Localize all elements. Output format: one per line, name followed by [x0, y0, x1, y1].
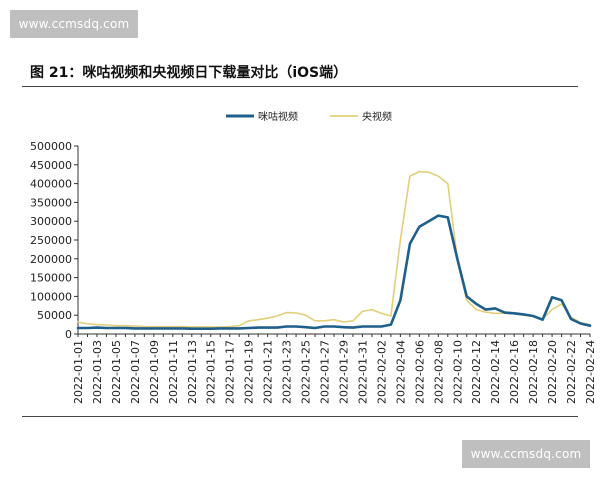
x-tick-label: 2022-02-18 [527, 340, 540, 404]
x-tick-label: 2022-02-10 [451, 340, 464, 404]
x-tick-label: 2022-02-16 [508, 340, 521, 404]
y-tick-label: 350000 [30, 196, 72, 209]
x-tick-label: 2022-02-24 [584, 340, 597, 404]
x-tick-label: 2022-02-20 [546, 340, 559, 404]
y-tick-label: 400000 [30, 178, 72, 191]
x-tick-label: 2022-01-07 [129, 340, 142, 404]
y-tick-label: 50000 [37, 309, 72, 322]
x-tick-label: 2022-02-22 [565, 340, 578, 404]
footer-rule [22, 416, 578, 417]
plot-lines [76, 170, 592, 331]
x-tick-label: 2022-01-03 [91, 340, 104, 404]
x-tick-label: 2022-01-25 [300, 340, 313, 404]
watermark-top: www.ccmsdq.com [10, 10, 138, 38]
y-tick-label: 250000 [30, 234, 72, 247]
y-tick-label: 200000 [30, 253, 72, 266]
chart-legend: 咪咕视频 央视频 [226, 110, 392, 123]
y-tick-label: 0 [65, 328, 72, 341]
x-tick-label: 2022-01-13 [186, 340, 199, 404]
x-tick-label: 2022-01-19 [243, 340, 256, 404]
x-tick-label: 2022-01-15 [205, 340, 218, 404]
legend-item-migu: 咪咕视频 [226, 110, 298, 123]
legend-item-cctv: 央视频 [330, 110, 392, 123]
x-tick-label: 2022-02-12 [470, 340, 483, 404]
x-tick-label: 2022-02-14 [489, 340, 502, 404]
x-tick-label: 2022-02-06 [413, 340, 426, 404]
x-axis: 2022-01-01 2022-01-03 2022-01-05 2022-01-07… [72, 333, 597, 404]
x-tick-label: 2022-01-27 [319, 340, 332, 404]
y-axis: 0 50000 100000 150000 200000 250000 300000 3500… [30, 140, 79, 341]
x-tick-label: 2022-01-17 [224, 340, 237, 404]
series-line-migu [76, 214, 592, 331]
x-tick-label: 2022-01-01 [72, 340, 85, 404]
x-tick-label: 2022-01-09 [148, 340, 161, 404]
x-tick-label: 2022-02-04 [394, 340, 407, 404]
y-tick-label: 500000 [30, 140, 72, 153]
y-tick-label: 300000 [30, 215, 72, 228]
y-tick-label: 450000 [30, 159, 72, 172]
title-rule [22, 86, 578, 87]
y-tick-label: 150000 [30, 272, 72, 285]
x-tick-label: 2022-01-29 [337, 340, 350, 404]
watermark-bottom: www.ccmsdq.com [462, 440, 590, 468]
figure-title: 图 21：咪咕视频和央视频日下载量对比（iOS端） [30, 65, 348, 81]
x-tick-label: 2022-01-31 [356, 340, 369, 404]
legend-label: 咪咕视频 [258, 110, 298, 123]
x-tick-label: 2022-02-02 [375, 340, 388, 404]
legend-label: 央视频 [362, 110, 392, 123]
series-line-cctv [77, 170, 591, 328]
x-tick-label: 2022-02-08 [432, 340, 445, 404]
y-tick-label: 100000 [30, 290, 72, 303]
x-tick-label: 2022-01-11 [167, 340, 180, 404]
x-tick-label: 2022-01-23 [281, 340, 294, 404]
x-tick-label: 2022-01-21 [262, 340, 275, 404]
x-tick-label: 2022-01-05 [110, 340, 123, 404]
